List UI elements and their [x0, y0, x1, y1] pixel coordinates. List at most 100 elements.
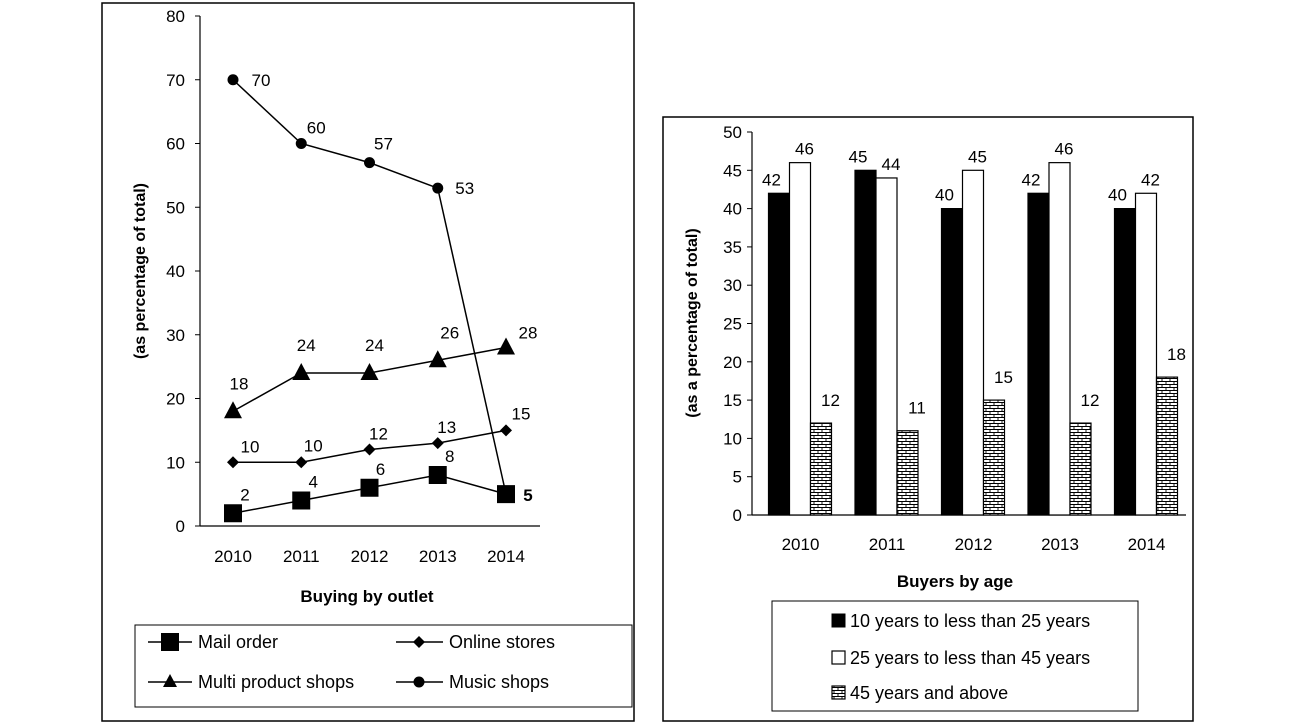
bar-value-label: 40 — [1108, 186, 1127, 205]
bar-value-label: 45 — [968, 147, 987, 166]
data-point-square — [292, 491, 311, 510]
left-x-tick-label: 2011 — [283, 547, 320, 566]
left-x-axis-label: Buying by outlet — [300, 587, 434, 606]
data-point-circle — [432, 182, 444, 194]
right-y-axis-label: (as a percentage of total) — [684, 228, 701, 417]
bar-value-label: 42 — [762, 170, 781, 189]
left-y-tick-label: 0 — [176, 517, 185, 536]
right-chart-frame — [662, 116, 1194, 722]
data-label-multi-product-shops: 28 — [519, 324, 538, 343]
data-label-music-shops: 60 — [307, 119, 326, 138]
data-point-diamond — [500, 424, 512, 437]
legend-item-age-10-25: 10 years to less than 25 years — [831, 611, 1090, 631]
series-mail-order — [224, 466, 515, 523]
data-label-online-stores: 15 — [512, 404, 531, 423]
data-label-mail-order: 8 — [445, 447, 454, 466]
data-point-square — [224, 504, 242, 523]
circle-marker-icon — [413, 676, 425, 688]
data-label-mail-order: 6 — [376, 460, 385, 479]
legend-label-online-stores: Online stores — [449, 632, 555, 652]
data-point-circle — [364, 157, 375, 169]
legend-item-music-shops: Music shops — [396, 672, 549, 692]
data-point-circle — [295, 138, 307, 149]
legend-item-online-stores: Online stores — [396, 632, 555, 652]
triangle-marker-icon — [163, 674, 177, 687]
right-bars-group — [767, 162, 1179, 516]
legend-item-age-45-plus: 45 years and above — [831, 683, 1008, 703]
data-label-mail-order: 5 — [523, 486, 532, 505]
bar-value-label: 12 — [821, 391, 840, 410]
diamond-marker-icon — [413, 636, 425, 648]
bar-solid — [940, 208, 964, 516]
data-point-diamond — [295, 456, 308, 469]
data-label-multi-product-shops: 24 — [365, 336, 384, 355]
bar-value-label: 42 — [1022, 170, 1041, 189]
right-y-tick-label: 10 — [723, 429, 742, 448]
data-point-triangle — [224, 401, 242, 419]
legend-label-multi-product-shops: Multi product shops — [198, 672, 354, 692]
bar-value-label: 18 — [1167, 345, 1186, 364]
left-y-tick-label: 40 — [166, 262, 185, 281]
bar-hollow — [961, 169, 985, 516]
right-y-tick-label: 0 — [733, 506, 742, 525]
left-x-tick-label: 2014 — [487, 547, 525, 566]
bar-value-label: 40 — [935, 186, 954, 205]
right-legend: 10 years to less than 25 years 25 years … — [771, 600, 1139, 712]
legend-item-multi-product-shops: Multi product shops — [148, 672, 354, 692]
data-point-triangle — [497, 337, 515, 355]
data-point-diamond — [363, 443, 376, 456]
bar-hollow — [788, 162, 812, 516]
data-label-online-stores: 10 — [304, 436, 323, 455]
square-marker-icon — [161, 633, 179, 651]
data-label-online-stores: 13 — [437, 418, 456, 437]
right-x-tick-label: 2011 — [869, 535, 906, 554]
right-y-tick-label: 25 — [723, 315, 742, 334]
left-y-tick-label: 10 — [166, 453, 185, 472]
right-y-tick-label: 45 — [723, 161, 742, 180]
bar-value-label: 46 — [1055, 140, 1074, 159]
legend-label-music-shops: Music shops — [449, 672, 549, 692]
data-label-multi-product-shops: 18 — [230, 374, 249, 393]
data-point-diamond — [227, 456, 239, 469]
bar-hollow — [875, 177, 898, 516]
legend-item-mail-order: Mail order — [148, 632, 278, 652]
bar-value-label: 46 — [795, 140, 814, 159]
left-y-tick-label: 30 — [166, 326, 185, 345]
legend-label-mail-order: Mail order — [198, 632, 278, 652]
data-point-square — [360, 478, 379, 497]
right-y-tick-label: 20 — [723, 353, 742, 372]
bar-solid — [1027, 192, 1050, 516]
data-label-music-shops: 70 — [252, 71, 271, 90]
bar-value-label: 12 — [1081, 391, 1100, 410]
left-y-tick-label: 70 — [166, 71, 185, 90]
legend-label-age-25-45: 25 years to less than 45 years — [850, 648, 1090, 668]
data-label-music-shops: 53 — [455, 179, 474, 198]
right-y-tick-label: 30 — [723, 276, 742, 295]
series-music-shops — [227, 74, 512, 500]
left-series-group — [224, 74, 515, 523]
series-multi-product-shops — [224, 337, 515, 419]
left-x-ticks: 2010 2011 2012 2013 2014 — [214, 547, 525, 566]
right-x-axis-label: Buyers by age — [897, 572, 1013, 591]
data-label-mail-order: 4 — [309, 473, 318, 492]
right-x-ticks: 2010 2011 2012 2013 2014 — [782, 535, 1166, 554]
outlet-line-chart: 0 10 20 30 40 50 60 70 80 2010 2011 2012 2013 2014 2… — [101, 2, 635, 722]
legend-label-age-10-25: 10 years to less than 25 years — [850, 611, 1090, 631]
right-x-tick-label: 2013 — [1041, 535, 1079, 554]
data-label-online-stores: 12 — [369, 425, 388, 444]
bar-hollow — [1048, 162, 1071, 516]
series-online-stores — [227, 424, 512, 469]
right-x-tick-label: 2010 — [782, 535, 820, 554]
brick-swatch-icon — [831, 685, 846, 700]
bar-value-label: 44 — [882, 155, 901, 174]
bar-brick — [1069, 422, 1092, 516]
left-y-tick-label: 80 — [166, 7, 185, 26]
data-label-mail-order: 2 — [240, 485, 249, 504]
data-label-online-stores: 10 — [241, 437, 260, 456]
bar-brick — [982, 399, 1006, 516]
left-chart-frame — [101, 2, 635, 722]
right-y-tick-label: 40 — [723, 200, 742, 219]
left-y-tick-label: 50 — [166, 198, 185, 217]
hollow-swatch-icon — [831, 650, 846, 665]
